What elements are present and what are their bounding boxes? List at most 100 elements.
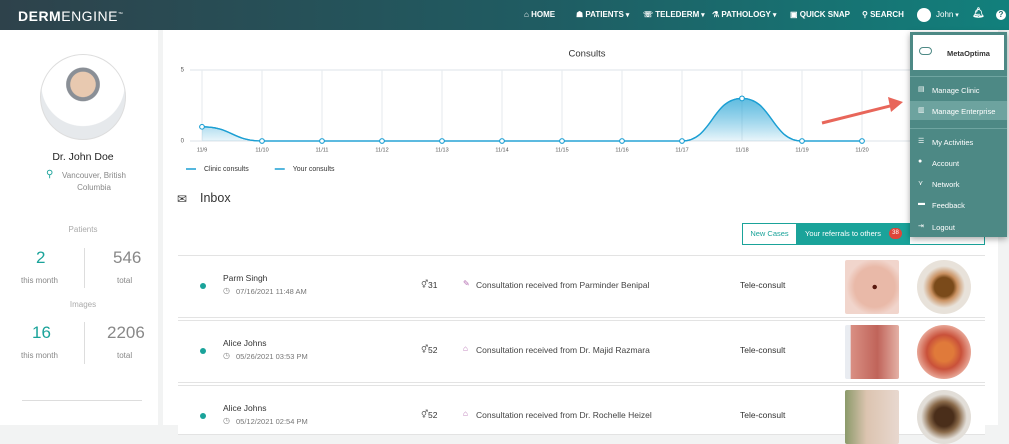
separator — [910, 128, 1007, 129]
data-point — [619, 138, 625, 144]
date: 05/12/2021 02:54 PM — [236, 417, 308, 426]
menu-icon: ▬ — [918, 200, 925, 207]
location: Vancouver, British Columbia — [62, 171, 126, 192]
status-dot — [200, 283, 206, 289]
user-avatar[interactable] — [917, 8, 931, 22]
nav-patients[interactable]: ☗ PATIENTS — [576, 10, 629, 19]
nav-pathology[interactable]: ⚗ PATHOLOGY — [712, 10, 776, 19]
nav-label: TELEDERM — [655, 10, 700, 19]
nav-search[interactable]: ⚲ SEARCH — [862, 10, 904, 19]
data-point — [379, 138, 385, 144]
message-icon: ✎ — [463, 279, 470, 288]
clock-icon: ◷ — [223, 416, 230, 425]
data-point — [499, 138, 505, 144]
x-tick-label: 11/13 — [435, 147, 448, 153]
legend-label[interactable]: Your consults — [293, 166, 335, 173]
message: Consultation received from Parminder Ben… — [476, 280, 650, 290]
help[interactable]: ? — [996, 10, 1006, 20]
user-menu[interactable]: John — [936, 10, 959, 19]
menu-icon: ⋎ — [918, 180, 924, 187]
profile-sidebar: Dr. John Doe ⚲ Vancouver, British Columb… — [0, 30, 158, 425]
user-name: John — [936, 10, 954, 19]
menu-label: Manage Clinic — [932, 86, 980, 95]
id-icon: ⚥ — [421, 345, 429, 354]
dermoscopy-image[interactable] — [917, 325, 971, 379]
message: Consultation received from Dr. Rochelle … — [476, 410, 652, 420]
brand-light: ENGINE — [61, 8, 118, 24]
clock-icon: ◷ — [223, 351, 230, 360]
menu-item[interactable]: ▤ Manage Clinic — [910, 80, 1007, 99]
top-nav: DERMENGINE™ ⌂ HOME ☗ PATIENTS ☏ TELEDERM… — [0, 0, 1009, 30]
inbox-icon: ✉ — [177, 192, 188, 206]
menu-icon: ▥ — [918, 107, 925, 114]
series-line — [201, 97, 862, 142]
images-label: Images — [69, 300, 97, 309]
dermengine-screen: DERMENGINE™ ⌂ HOME ☗ PATIENTS ☏ TELEDERM… — [0, 0, 1009, 425]
patient-id: 52 — [428, 410, 438, 420]
nav-telederm[interactable]: ☏ TELEDERM — [643, 10, 705, 19]
inbox-row[interactable]: Alice Johns ◷ 05/26/2021 03:53 PM ⚥ 52 ⌂ Consu… — [178, 320, 985, 383]
x-tick-label: 11/20 — [855, 147, 868, 153]
id-icon: ⚥ — [421, 280, 429, 289]
tab-label: Your referrals to others — [805, 229, 882, 238]
divider — [84, 248, 85, 288]
doctor-name: Dr. John Doe — [52, 151, 114, 163]
x-tick-label: 11/12 — [375, 147, 388, 153]
data-point — [679, 138, 685, 144]
menu-item[interactable]: ▥ Manage Enterprise — [910, 101, 1007, 120]
date: 05/26/2021 03:53 PM — [236, 352, 308, 361]
month-label: this month — [21, 351, 58, 360]
consult-type: Tele-consult — [740, 410, 786, 420]
red-arrowhead — [888, 97, 903, 112]
menu-item[interactable]: ● Account — [910, 153, 1007, 172]
menu-label: Logout — [932, 223, 955, 232]
dermoscopy-image[interactable] — [917, 260, 971, 314]
patient-id: 52 — [428, 345, 438, 355]
x-tick-label: 11/18 — [735, 147, 748, 153]
data-point — [199, 124, 205, 130]
org-logo — [919, 47, 932, 55]
x-tick-label: 11/16 — [615, 147, 628, 153]
images-month: 16 — [32, 323, 51, 342]
legend-label[interactable]: Clinic consults — [204, 166, 249, 173]
message: Consultation received from Dr. Majid Raz… — [476, 345, 650, 355]
y-tick-label: 5 — [181, 68, 185, 74]
data-point — [319, 138, 325, 144]
images-total: 2206 — [107, 323, 145, 342]
patient-name: Parm Singh — [223, 273, 268, 283]
menu-item[interactable]: ☰ My Activities — [910, 132, 1007, 151]
menu-item[interactable]: ⇥ Logout — [910, 217, 1007, 236]
data-point — [859, 138, 865, 144]
total-label: total — [117, 276, 133, 285]
status-dot — [200, 413, 206, 419]
location-icon: ⚲ — [46, 169, 54, 180]
menu-item[interactable]: ▬ Feedback — [910, 195, 1007, 214]
menu-icon: ● — [918, 158, 923, 165]
inbox-row[interactable]: Parm Singh ◷ 07/16/2021 11:48 AM ⚥ 31 ✎ Consul… — [178, 255, 985, 318]
menu-item[interactable]: ⋎ Network — [910, 174, 1007, 193]
nav-home[interactable]: ⌂ HOME — [524, 10, 556, 19]
nav-label: SEARCH — [870, 10, 904, 19]
brand[interactable]: DERMENGINE™ — [18, 8, 124, 24]
menu-label: Network — [932, 180, 960, 189]
x-tick-label: 11/14 — [495, 147, 508, 153]
x-tick-label: 11/19 — [795, 147, 808, 153]
tab-new-cases[interactable]: New Cases — [750, 229, 789, 238]
data-point — [739, 95, 745, 102]
notifications[interactable]: 🔔︎ — [972, 8, 985, 19]
annotation-layer — [821, 97, 903, 125]
menu-icon: ▤ — [918, 86, 925, 93]
clinical-image[interactable] — [845, 325, 899, 379]
consult-type: Tele-consult — [740, 345, 786, 355]
clinical-image[interactable] — [845, 260, 899, 314]
data-point — [559, 138, 565, 144]
patients-total: 546 — [113, 248, 142, 267]
data-point — [259, 138, 265, 144]
data-point — [799, 138, 805, 144]
menu-icon: ⇥ — [918, 223, 924, 230]
patients-label: Patients — [68, 225, 98, 234]
tab-referrals[interactable]: Your referrals to others — [796, 224, 910, 244]
inbox-title: Inbox — [200, 191, 231, 205]
nav-quick-snap[interactable]: ▣ QUICK SNAP — [790, 10, 851, 19]
menu-icon: ☰ — [918, 138, 925, 145]
